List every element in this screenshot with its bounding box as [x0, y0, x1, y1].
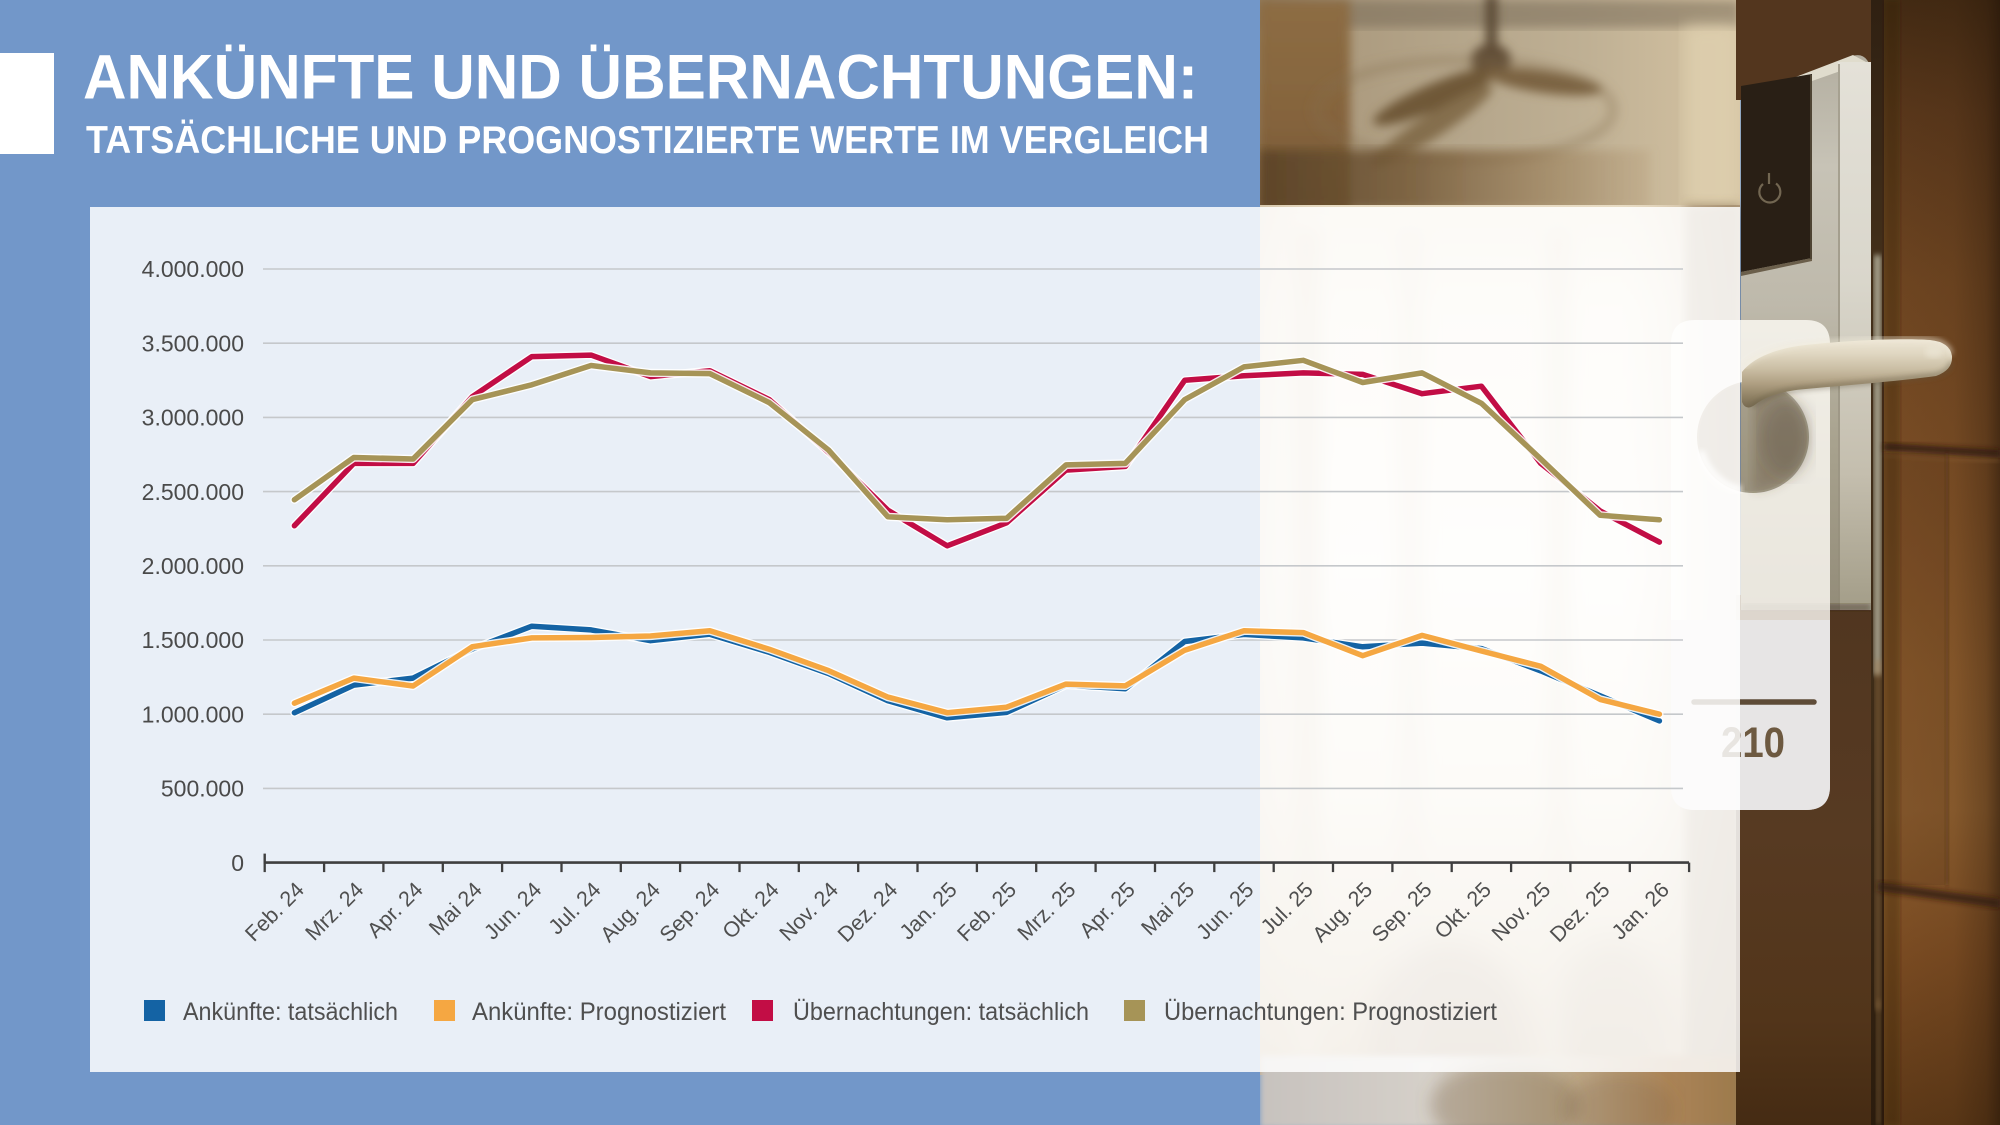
svg-text:2.500.000: 2.500.000: [142, 479, 244, 505]
svg-text:1.500.000: 1.500.000: [142, 627, 244, 653]
svg-text:Übernachtungen: Prognostiziert: Übernachtungen: Prognostiziert: [1164, 998, 1497, 1026]
svg-text:Übernachtungen: tatsächlich: Übernachtungen: tatsächlich: [793, 998, 1089, 1026]
svg-text:Ankünfte: tatsächlich: Ankünfte: tatsächlich: [183, 998, 398, 1026]
svg-text:Feb. 25: Feb. 25: [953, 878, 1022, 947]
svg-text:Ankünfte: Prognostiziert: Ankünfte: Prognostiziert: [472, 998, 726, 1026]
svg-text:Jan. 25: Jan. 25: [895, 878, 962, 945]
svg-text:2.000.000: 2.000.000: [142, 553, 244, 579]
svg-text:Sep. 24: Sep. 24: [655, 878, 724, 947]
svg-text:500.000: 500.000: [161, 776, 244, 802]
svg-text:Aug. 24: Aug. 24: [596, 878, 665, 947]
svg-text:4.000.000: 4.000.000: [142, 256, 244, 282]
svg-text:1.000.000: 1.000.000: [142, 701, 244, 727]
svg-text:Jan. 26: Jan. 26: [1607, 878, 1674, 945]
svg-text:3.500.000: 3.500.000: [142, 330, 244, 356]
svg-text:TATSÄCHLICHE UND PROGNOSTIZIER: TATSÄCHLICHE UND PROGNOSTIZIERTE WERTE I…: [86, 119, 1209, 162]
svg-text:Nov. 24: Nov. 24: [775, 878, 843, 946]
svg-text:Mrz. 24: Mrz. 24: [301, 878, 369, 946]
svg-text:Jun. 25: Jun. 25: [1192, 878, 1259, 945]
svg-text:Apr. 25: Apr. 25: [1075, 878, 1140, 943]
svg-text:Apr. 24: Apr. 24: [362, 878, 427, 943]
svg-text:Dez. 24: Dez. 24: [833, 878, 902, 947]
svg-text:Aug. 25: Aug. 25: [1308, 878, 1377, 947]
svg-text:Dez. 25: Dez. 25: [1545, 878, 1614, 947]
svg-text:Sep. 25: Sep. 25: [1367, 878, 1436, 947]
svg-text:Jun. 24: Jun. 24: [479, 878, 546, 945]
svg-text:Mai 24: Mai 24: [424, 878, 487, 941]
svg-text:ANKÜNFTE UND ÜBERNACHTUNGEN:: ANKÜNFTE UND ÜBERNACHTUNGEN:: [83, 42, 1198, 112]
svg-text:Feb. 24: Feb. 24: [240, 878, 309, 947]
svg-text:Okt. 25: Okt. 25: [1430, 878, 1496, 944]
svg-text:0: 0: [231, 850, 244, 876]
svg-text:3.000.000: 3.000.000: [142, 405, 244, 431]
svg-text:Okt. 24: Okt. 24: [718, 878, 784, 944]
svg-text:Nov. 25: Nov. 25: [1487, 878, 1555, 946]
svg-text:Mai 25: Mai 25: [1137, 878, 1200, 941]
svg-text:Mrz. 25: Mrz. 25: [1013, 878, 1081, 946]
